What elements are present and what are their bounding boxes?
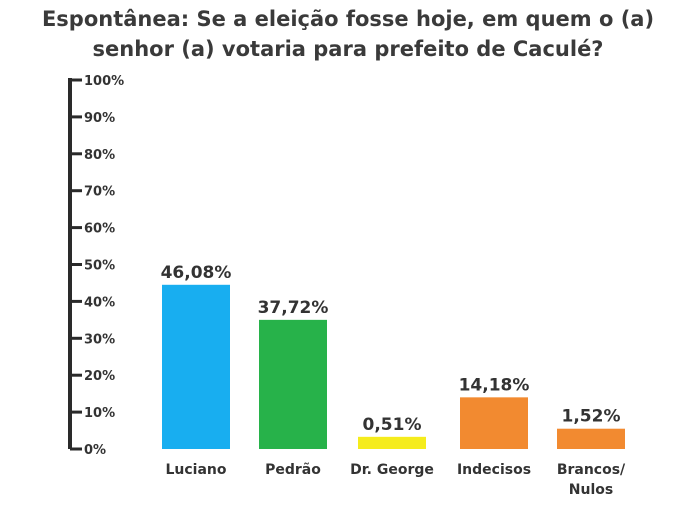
y-tick-label: 50% [84, 259, 115, 274]
bar [557, 428, 625, 449]
data-label: 46,08% [161, 263, 232, 283]
chart-title-line-2: senhor (a) votaria para prefeito de Cacu… [92, 37, 604, 61]
bar [259, 319, 327, 449]
y-tick-label: 40% [84, 295, 115, 310]
category-label: Nulos [569, 482, 613, 498]
y-tick-label: 70% [84, 185, 115, 200]
y-tick-label: 90% [84, 111, 115, 126]
y-tick-label: 10% [84, 406, 115, 421]
category-label: Pedrão [265, 462, 321, 478]
category-label: Indecisos [457, 462, 531, 478]
data-label: 14,18% [459, 375, 530, 395]
category-label: Dr. George [350, 462, 434, 478]
y-tick-label: 60% [84, 222, 115, 237]
data-label: 37,72% [258, 298, 329, 318]
y-tick-label: 0% [84, 443, 106, 458]
category-label: Luciano [165, 462, 226, 478]
y-tick-label: 80% [84, 148, 115, 163]
category-label: Brancos/ [557, 462, 626, 478]
y-tick-label: 30% [84, 332, 115, 347]
y-tick-label: 100% [84, 74, 124, 89]
bar [358, 436, 426, 449]
y-tick-label: 20% [84, 369, 115, 384]
data-label: 0,51% [363, 415, 422, 435]
chart-title: Espontânea: Se a eleição fosse hoje, em … [0, 4, 696, 64]
bar [162, 284, 230, 449]
chart-title-line-1: Espontânea: Se a eleição fosse hoje, em … [41, 7, 655, 31]
data-label: 1,52% [562, 407, 621, 427]
bar [460, 397, 528, 449]
